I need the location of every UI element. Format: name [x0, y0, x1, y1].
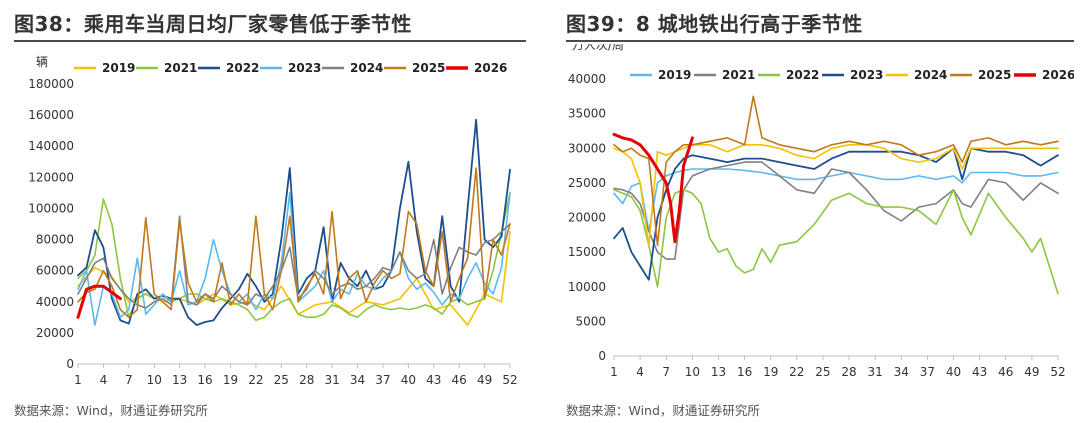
x-tick-label: 49	[477, 373, 492, 387]
chart-title: 图39：8 城地铁出行高于季节性	[566, 12, 863, 36]
x-tick-label: 1	[610, 365, 618, 379]
x-tick-label: 22	[789, 365, 804, 379]
legend-label-2019: 2019	[658, 68, 691, 82]
chart-panel-right: 图39：8 城地铁出行高于季节性 万人次/周 0 5000 10000 15000 200…	[566, 0, 1074, 423]
series-line-2021	[613, 161, 1059, 260]
chart-source: 数据来源：Wind，财通证券研究所	[14, 403, 208, 418]
series-line-2025	[613, 95, 1059, 246]
series-line-2023	[77, 192, 511, 326]
legend-label-2026: 2026	[1042, 68, 1074, 82]
y-tick-label: 30000	[568, 141, 606, 155]
x-tick-label: 10	[147, 373, 162, 387]
x-tick-label: 34	[894, 365, 909, 379]
legend-label-2021: 2021	[722, 68, 755, 82]
x-tick-label: 49	[1024, 365, 1039, 379]
x-tick-label: 37	[375, 373, 390, 387]
x-tick-label: 16	[737, 365, 752, 379]
x-tick-label: 46	[998, 365, 1013, 379]
x-tick-label: 1	[74, 373, 82, 387]
x-tick-label: 31	[324, 373, 339, 387]
legend-label-2023: 2023	[850, 68, 883, 82]
series-line-2026	[76, 284, 122, 319]
x-tick-label: 10	[685, 365, 700, 379]
y-axis-unit-label: 万人次/周	[572, 44, 624, 52]
chart-title: 图38：乘用车当周日均厂家零售低于季节性	[14, 12, 412, 36]
series-line-2022	[613, 189, 1059, 295]
legend-label-2025: 2025	[412, 61, 445, 75]
x-tick-label: 34	[350, 373, 365, 387]
x-tick-label: 7	[662, 365, 670, 379]
y-tick-label: 5000	[575, 314, 606, 328]
y-tick-label: 60000	[36, 264, 74, 278]
x-tick-label: 46	[452, 373, 467, 387]
line-chart-car-sales: 辆 0 20000 40000 60000 80000 100000 120000 140000…	[28, 55, 517, 387]
x-tick-label: 28	[841, 365, 856, 379]
series-line-2019	[613, 168, 1059, 233]
y-tick-label: 140000	[28, 139, 74, 153]
y-tick-label: 0	[598, 349, 606, 363]
legend-label-2024: 2024	[914, 68, 947, 82]
y-tick-label: 180000	[28, 77, 74, 91]
chart-panel-left: 图38：乘用车当周日均厂家零售低于季节性 辆 0 20000 40000 60000 80…	[14, 0, 526, 423]
legend-label-2022: 2022	[786, 68, 819, 82]
y-tick-label: 20000	[568, 211, 606, 225]
y-tick-label: 20000	[36, 326, 74, 340]
series-line-2024	[77, 215, 511, 309]
x-tick-label: 13	[172, 373, 187, 387]
x-tick-label: 28	[299, 373, 314, 387]
x-tick-label: 52	[1050, 365, 1065, 379]
x-tick-label: 40	[946, 365, 961, 379]
x-tick-label: 7	[125, 373, 133, 387]
series-line-2026	[612, 132, 694, 244]
x-tick-label: 37	[920, 365, 935, 379]
legend-label-2024: 2024	[350, 61, 383, 75]
series-line-2025	[77, 167, 511, 319]
x-tick-label: 43	[426, 373, 441, 387]
x-tick-label: 13	[711, 365, 726, 379]
x-tick-label: 19	[223, 373, 238, 387]
title-divider	[566, 40, 1074, 42]
x-tick-label: 4	[100, 373, 108, 387]
legend-label-2019: 2019	[102, 61, 135, 75]
y-tick-label: 160000	[28, 108, 74, 122]
y-tick-label: 25000	[568, 176, 606, 190]
y-tick-label: 80000	[36, 233, 74, 247]
x-tick-label: 19	[763, 365, 778, 379]
series-line-2021	[77, 192, 511, 322]
legend-label-2026: 2026	[474, 61, 507, 75]
y-tick-label: 0	[66, 357, 74, 371]
x-tick-label: 16	[197, 373, 212, 387]
x-tick-label: 25	[274, 373, 289, 387]
y-tick-label: 120000	[28, 170, 74, 184]
y-tick-label: 40000	[36, 295, 74, 309]
x-tick-label: 52	[502, 373, 517, 387]
x-tick-label: 43	[972, 365, 987, 379]
line-chart-metro-trips: 万人次/周 0 5000 10000 15000 20000 25000 30000 35000…	[568, 44, 1074, 379]
y-tick-label: 15000	[568, 245, 606, 259]
x-tick-label: 22	[248, 373, 263, 387]
y-tick-label: 40000	[568, 72, 606, 86]
legend-label-2025: 2025	[978, 68, 1011, 82]
x-tick-label: 25	[815, 365, 830, 379]
x-tick-label: 4	[636, 365, 644, 379]
y-tick-label: 100000	[28, 201, 74, 215]
x-tick-label: 31	[868, 365, 883, 379]
series-line-2024	[613, 144, 1059, 246]
legend-label-2021: 2021	[164, 61, 197, 75]
y-tick-label: 10000	[568, 280, 606, 294]
legend-label-2023: 2023	[288, 61, 321, 75]
chart-source: 数据来源：Wind，财通证券研究所	[566, 403, 760, 418]
title-divider	[14, 40, 526, 42]
y-tick-label: 35000	[568, 107, 606, 121]
legend-label-2022: 2022	[226, 61, 259, 75]
series-line-2022	[77, 118, 511, 327]
y-axis-unit-label: 辆	[36, 55, 48, 69]
x-tick-label: 40	[401, 373, 416, 387]
